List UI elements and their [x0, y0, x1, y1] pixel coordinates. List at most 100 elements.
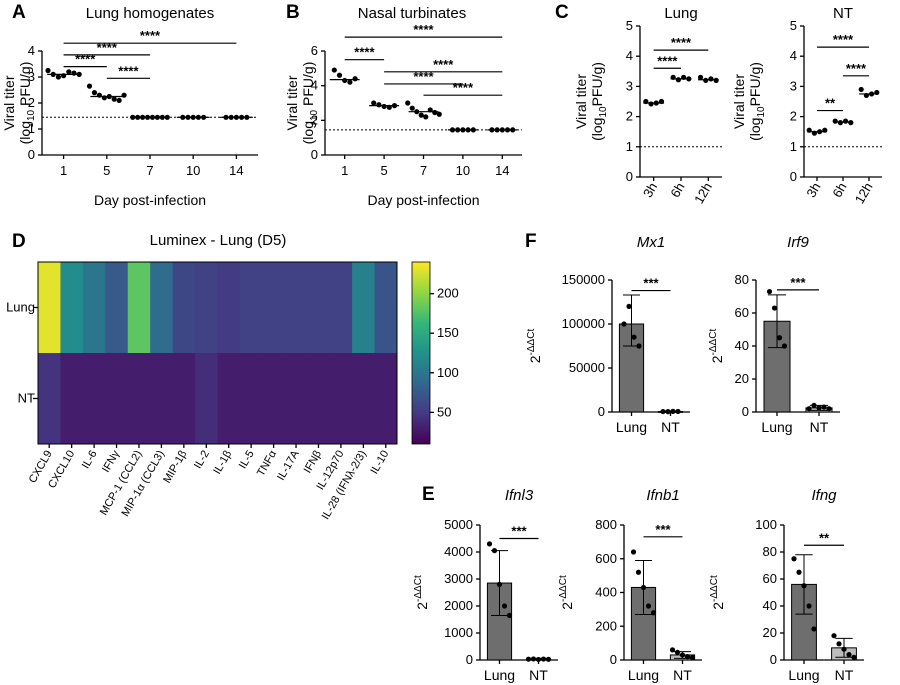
significance-label: *** [790, 275, 806, 290]
heatmap-cell [352, 353, 376, 445]
data-point [427, 107, 433, 113]
data-point [806, 603, 812, 609]
data-point [670, 408, 676, 414]
data-point [708, 76, 714, 82]
data-point [66, 69, 72, 75]
data-point [821, 404, 827, 410]
y-tick-label: 1 [790, 139, 797, 154]
data-point [874, 89, 880, 96]
data-point [352, 76, 358, 82]
panel-label: E [422, 484, 435, 505]
y-label-part: (log [17, 121, 33, 144]
y-label-base: 2 [710, 602, 726, 610]
heatmap-cell [38, 262, 61, 354]
panel-title: Lung [664, 5, 697, 22]
colorbar [411, 261, 431, 445]
significance-label: **** [413, 69, 434, 84]
data-point [832, 118, 838, 124]
data-point [239, 114, 245, 120]
y-tick-label: 2 [28, 95, 35, 110]
data-point [386, 104, 392, 110]
heatmap-cell [150, 262, 174, 354]
data-point [185, 114, 191, 120]
y-tick-label: 4 [311, 78, 318, 93]
data-point [858, 86, 864, 93]
y-tick-label: 600 [595, 551, 617, 566]
heatmap-cell [38, 353, 61, 445]
column-label: IL-5 [237, 449, 257, 471]
data-point [674, 649, 681, 656]
data-point [432, 109, 438, 116]
x-tick-label: NT [661, 419, 680, 435]
heatmap-cell [127, 262, 151, 354]
y-axis-label: 2-ΔΔCt [558, 575, 575, 610]
significance-label: **** [354, 45, 375, 60]
data-point [689, 654, 696, 661]
y-axis-label: 2-ΔΔCt [708, 329, 725, 364]
row-label: NT [18, 391, 35, 406]
heatmap-cell [307, 353, 331, 445]
heatmap-cell [329, 353, 353, 445]
x-tick-label: Lung [628, 667, 659, 683]
data-point [391, 103, 398, 109]
data-point [640, 584, 647, 591]
panel-title: Luminex - Lung (D5) [150, 232, 287, 249]
x-tick-label: 6h [829, 180, 849, 200]
heatmap-cell [374, 262, 398, 354]
x-tick-label: NT [529, 667, 548, 683]
x-tick-label: 10 [186, 163, 200, 178]
data-point [423, 114, 429, 120]
data-point [848, 120, 854, 126]
x-tick-label: 14 [495, 163, 509, 178]
x-tick-label: 1 [60, 163, 67, 178]
x-axis-label: Day post-infection [94, 192, 206, 208]
y-label-part: (log [589, 118, 605, 141]
data-point [180, 114, 186, 120]
significance-label: **** [833, 32, 854, 47]
data-point [816, 405, 822, 411]
y-tick-label: 0 [626, 169, 633, 184]
data-point [61, 73, 67, 79]
significance-label: **** [433, 57, 454, 72]
data-point [144, 114, 151, 120]
y-label-base: 2 [709, 355, 725, 363]
y-tick-label: 60 [763, 571, 777, 586]
y-label-subscript: 10 [598, 106, 609, 118]
data-point [336, 72, 343, 78]
y-axis-label: 2-ΔΔCt [709, 575, 726, 610]
data-point [713, 77, 719, 83]
data-point [635, 569, 642, 575]
y-label-base: 2 [414, 602, 430, 610]
data-point [111, 96, 117, 102]
y-tick-label: 400 [595, 585, 617, 600]
y-tick-label: 3 [790, 78, 797, 93]
data-point [843, 118, 849, 124]
data-point [414, 109, 420, 115]
y-label-superscript: -ΔΔCt [413, 575, 424, 602]
data-point [116, 97, 122, 103]
x-tick-label: 10 [456, 163, 470, 178]
y-axis-label: (log10PFU/g) [747, 62, 767, 141]
data-point [381, 103, 387, 110]
data-point [491, 548, 498, 554]
data-point [771, 305, 778, 311]
y-axis-label: (log10PFU/g) [589, 62, 609, 141]
data-point [679, 652, 686, 658]
y-tick-label: 40 [735, 338, 749, 353]
y-tick-label: 20 [735, 371, 749, 386]
y-tick-label: 0 [28, 147, 35, 162]
y-tick-label: 0 [770, 652, 777, 667]
y-axis-label: Viral titer [284, 75, 300, 130]
panel-label: F [525, 231, 537, 252]
data-point [455, 127, 461, 133]
heatmap-cell [195, 262, 218, 354]
x-tick-label: NT [835, 667, 854, 683]
data-point [670, 74, 676, 80]
heatmap-cell [217, 353, 241, 445]
significance-label: ** [819, 530, 830, 545]
heatmap-cell [105, 353, 129, 445]
data-point [106, 93, 112, 100]
significance-label: *** [511, 524, 527, 539]
significance-label: ** [825, 96, 836, 111]
data-point [135, 114, 141, 120]
